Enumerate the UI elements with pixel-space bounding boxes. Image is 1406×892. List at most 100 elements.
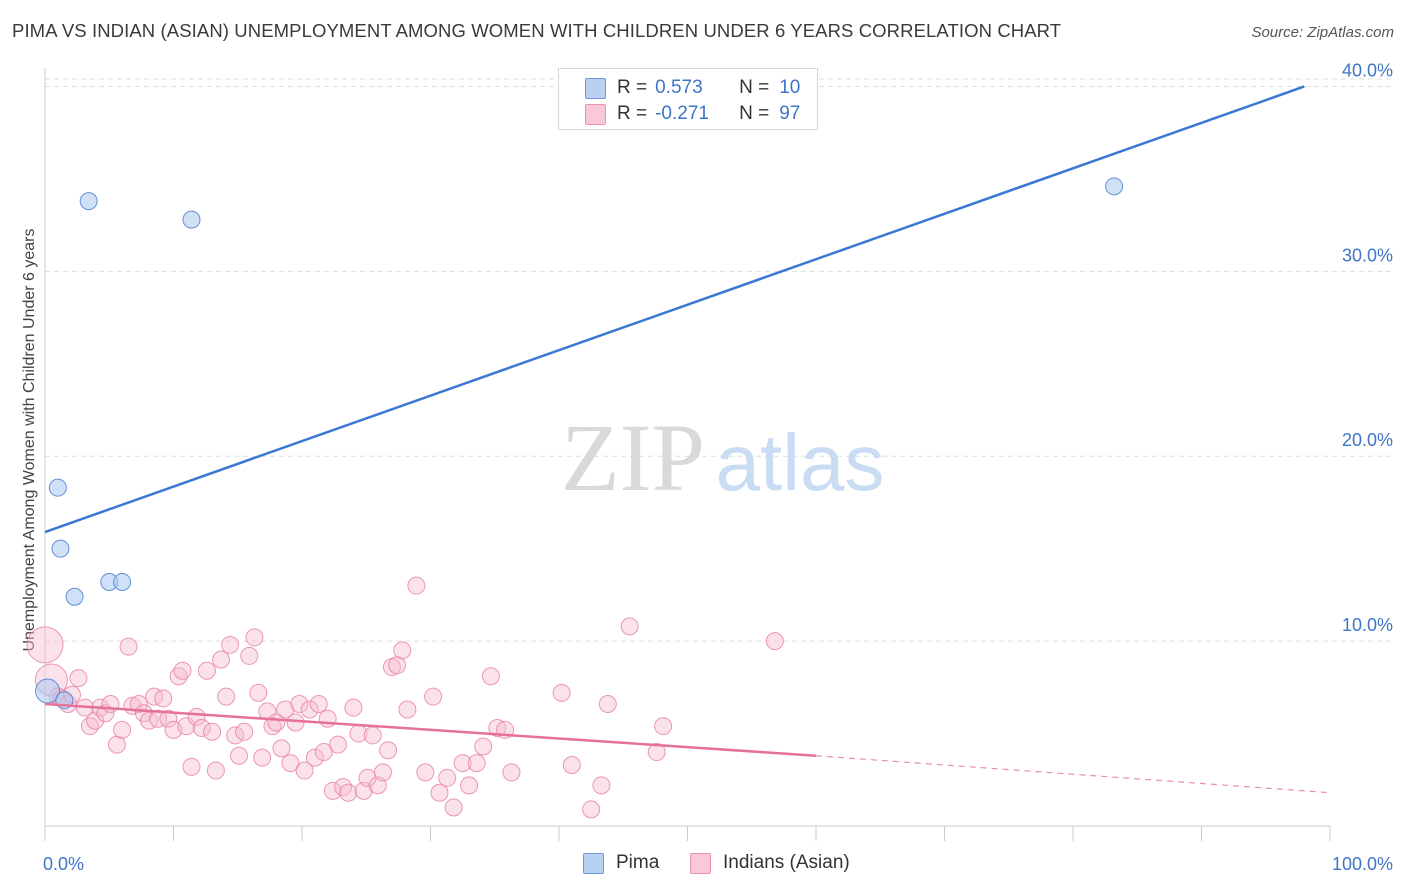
indian-asian-point	[159, 709, 178, 728]
pima-point	[51, 539, 70, 558]
legend-r-value: 0.573	[655, 77, 703, 98]
indian-asian-point	[305, 748, 324, 767]
y-tick-label: 20.0%	[1342, 430, 1393, 450]
indian-asian-point	[240, 646, 259, 665]
indian-swatch	[585, 104, 606, 125]
indian-asian-point	[203, 722, 222, 741]
indian-asian-point	[344, 698, 363, 717]
indian-asian-point	[295, 761, 314, 780]
indian-asian-point	[245, 628, 264, 647]
indian-asian-point	[80, 717, 99, 736]
indian-asian-point	[221, 635, 240, 654]
pima-point	[65, 587, 84, 606]
indian-asian-point	[339, 783, 358, 802]
indian-asian-point	[582, 800, 601, 819]
indian-asian-point	[488, 719, 507, 738]
indian-asian-point	[438, 768, 457, 787]
indian-asian-point	[398, 700, 417, 719]
indian-asian-point	[481, 667, 500, 686]
pima-point	[48, 478, 67, 497]
legend-r-label: R =	[617, 77, 648, 98]
indian-asian-point	[173, 661, 192, 680]
pima-point	[113, 572, 132, 591]
indian-asian-point	[765, 632, 784, 651]
indian-asian-point	[26, 626, 64, 664]
indian-asian-point	[154, 689, 173, 708]
legend-item-pima: Pima	[583, 852, 659, 874]
indian-asian-point	[562, 755, 581, 774]
indian-asian-trend-line	[44, 702, 817, 757]
indian-asian-point	[206, 761, 225, 780]
pima-point	[79, 192, 98, 211]
indian-asian-point	[363, 726, 382, 745]
indian-asian-point	[212, 650, 231, 669]
pima-trend-line	[44, 85, 1305, 534]
indian-asian-point	[149, 709, 168, 728]
indian-asian-point	[416, 763, 435, 782]
pima-legend-swatch	[583, 852, 604, 874]
indian-asian-point	[323, 781, 342, 800]
legend-n-label: N =	[739, 103, 770, 124]
indian-asian-point	[69, 669, 88, 688]
indian-asian-point	[281, 754, 300, 773]
indian-asian-point	[444, 798, 463, 817]
grid-lines	[45, 78, 1395, 642]
indian-asian-point	[407, 576, 426, 595]
indian-asian-point	[113, 720, 132, 739]
watermark-atlas: atlas	[716, 418, 885, 507]
legend-n-value: 10	[779, 77, 801, 98]
indian-asian-point	[460, 776, 479, 795]
indian-asian-point	[502, 763, 521, 782]
source-label: Source: ZipAtlas.com	[1251, 24, 1394, 41]
series-legend: Pima Indians (Asian)	[0, 852, 1406, 878]
indian-asian-point	[430, 783, 449, 802]
x-tick-label: 100.0%	[1332, 854, 1393, 874]
indian-asian-point	[235, 722, 254, 741]
pima-swatch	[585, 78, 606, 99]
indian-asian-point	[276, 700, 295, 719]
indian-asian-point	[474, 737, 493, 756]
legend-n-value: 97	[779, 103, 801, 124]
indian-asian-point	[217, 687, 236, 706]
legend-item-indian: Indians (Asian)	[690, 852, 850, 874]
indian-asian-point	[253, 748, 272, 767]
pima-point	[182, 210, 201, 229]
indian-asian-point	[249, 683, 268, 702]
indian-asian-point	[309, 694, 328, 713]
indian-asian-point	[467, 754, 486, 773]
indian-asian-point	[230, 746, 249, 765]
legend-n-label: N =	[739, 77, 770, 98]
pima-legend-label: Pima	[616, 852, 660, 873]
indian-legend-swatch	[690, 852, 711, 874]
indian-asian-series	[26, 576, 784, 819]
indian-asian-point	[272, 739, 291, 758]
indian-asian-point	[334, 778, 353, 797]
trend-lines	[44, 85, 1331, 794]
indian-asian-point	[226, 726, 245, 745]
indian-asian-point	[119, 637, 138, 656]
indian-asian-point	[286, 713, 305, 732]
indian-asian-point	[177, 717, 196, 736]
watermark: ZIP atlas	[561, 404, 884, 511]
indian-asian-point	[552, 683, 571, 702]
indian-asian-point	[598, 694, 617, 713]
pima-point	[1105, 177, 1124, 196]
indian-asian-point	[373, 763, 392, 782]
indian-asian-point	[129, 694, 148, 713]
indian-asian-trend-extension	[815, 755, 1331, 794]
legend-row-indian: R = -0.271 N = 97	[585, 101, 800, 127]
indian-asian-point	[314, 743, 333, 762]
y-tick-label: 10.0%	[1342, 615, 1393, 635]
legend-row-pima: R = 0.573 N = 10	[585, 75, 800, 101]
indian-asian-point	[592, 776, 611, 795]
indian-asian-point	[318, 709, 337, 728]
indian-asian-point	[182, 757, 201, 776]
indian-asian-point	[300, 700, 319, 719]
indian-asian-point	[654, 717, 673, 736]
x-tick-label: 0.0%	[43, 854, 84, 874]
stats-legend: R = 0.573 N = 10 R = -0.271 N = 97	[558, 68, 818, 130]
indian-asian-point	[197, 661, 216, 680]
indian-asian-point	[620, 617, 639, 636]
tick-labels: 10.0% 20.0% 30.0% 40.0% 0.0% 100.0%	[43, 60, 1393, 874]
